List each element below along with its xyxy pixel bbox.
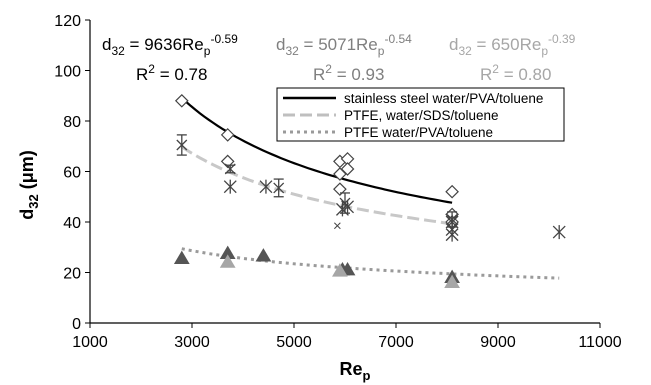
legend: stainless steel water/PVA/toluene PTFE, … <box>276 87 565 142</box>
data-points <box>173 93 566 288</box>
errorbar-point <box>446 211 458 228</box>
x-point <box>333 222 341 230</box>
errorbar-marker <box>176 139 188 151</box>
errorbar-point <box>273 178 285 198</box>
triangle-point <box>173 250 190 265</box>
x-tick-label: 5000 <box>276 334 312 351</box>
triangle-point <box>444 274 460 288</box>
x-stroke <box>333 222 341 230</box>
diamond-point <box>340 162 355 176</box>
y-tick-label: 120 <box>54 13 81 30</box>
x-axis-title: Rep <box>340 359 371 383</box>
triangle-point <box>219 254 236 268</box>
x-tick-label: 9000 <box>480 334 516 351</box>
equation-3-r2: R2 = 0.80 <box>480 62 551 84</box>
triangle-point <box>332 263 348 277</box>
fit-line-dotted <box>181 247 560 280</box>
errorbar-marker <box>446 214 458 225</box>
asterisk-point <box>259 179 273 194</box>
legend-label-stainless-steel: stainless steel water/PVA/toluene <box>344 91 543 106</box>
diamond-point <box>220 128 235 142</box>
equation-2: d32 = 5071Rep-0.54 <box>276 32 412 58</box>
y-tick-label: 20 <box>63 266 81 283</box>
y-tick-label: 40 <box>63 215 81 232</box>
errorbar-marker <box>339 197 351 209</box>
x-tick-label: 3000 <box>174 334 210 351</box>
axes: 1000 3000 5000 7000 9000 11000 0 20 40 60 80 100 120 <box>54 13 621 351</box>
y-tick-label: 0 <box>72 316 81 333</box>
y-tick-label: 60 <box>63 165 81 182</box>
diamond-point <box>174 93 189 108</box>
x-tick-label: 7000 <box>378 334 414 351</box>
asterisk-point <box>445 227 459 242</box>
y-tick-label: 100 <box>54 64 81 81</box>
diamond-point <box>333 182 347 197</box>
diamond-point <box>220 154 235 169</box>
equation-1: d32 = 9636Rep-0.59 <box>102 32 238 58</box>
errorbar-marker <box>224 163 236 175</box>
asterisk-point <box>223 179 237 194</box>
errorbar-point <box>176 134 188 156</box>
equation-1-r2: R2 = 0.78 <box>136 62 207 84</box>
errorbar-point <box>224 163 236 175</box>
errorbar-marker <box>273 182 285 194</box>
asterisk-point <box>341 199 355 214</box>
y-axis-title: d32 (μm) <box>17 150 41 219</box>
asterisk-point <box>552 225 566 240</box>
fit-equations: d32 = 9636Rep-0.59 R2 = 0.78 d32 = 5071R… <box>102 32 576 84</box>
y-tick-label: 80 <box>63 114 81 131</box>
triangle-point <box>255 248 272 262</box>
equation-3: d32 = 650Rep-0.39 <box>449 32 576 58</box>
legend-label-ptfe-sds: PTFE, water/SDS/toluene <box>344 108 499 123</box>
x-tick-label: 1000 <box>72 334 108 351</box>
diamond-point <box>445 184 459 199</box>
x-tick-label: 11000 <box>578 334 621 351</box>
legend-label-ptfe-pva: PTFE water/PVA/toluene <box>344 125 493 140</box>
equation-2-r2: R2 = 0.93 <box>313 62 384 84</box>
errorbar-point <box>339 192 351 214</box>
fit-line-long-dash <box>180 145 453 226</box>
